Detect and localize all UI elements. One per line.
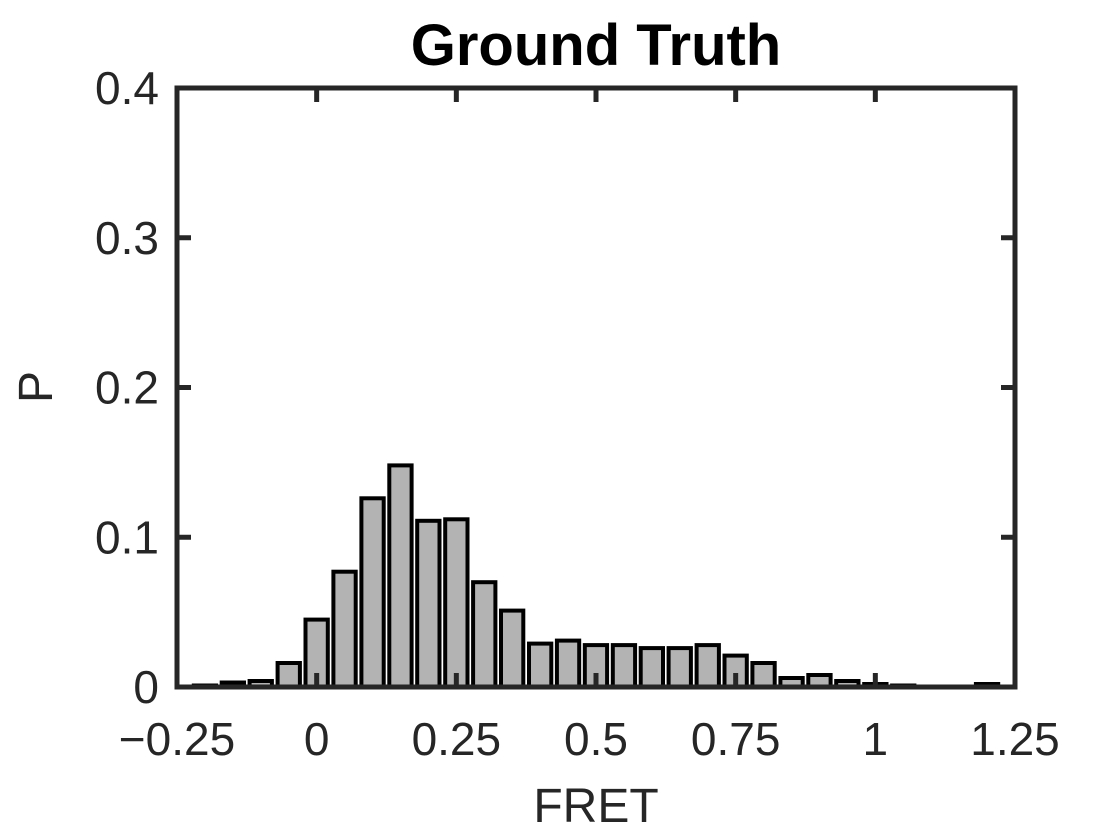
y-tick-label: 0.1 (95, 511, 159, 563)
bar (387, 463, 414, 689)
bar (359, 496, 386, 689)
bar (610, 643, 638, 689)
bar (331, 569, 358, 690)
x-tick-label: 1 (863, 713, 889, 765)
bar (415, 518, 442, 689)
bar (638, 646, 666, 689)
x-tick-label: 1.25 (970, 713, 1060, 765)
y-tick-label: 0.3 (95, 212, 159, 264)
x-tick-label: 0.25 (412, 713, 502, 765)
bar (471, 580, 498, 690)
bar (527, 641, 554, 689)
x-tick-label: 0.75 (691, 713, 781, 765)
y-tick-label: 0 (133, 661, 159, 713)
bar (275, 661, 302, 689)
y-tick-label: 0.4 (95, 62, 159, 114)
x-axis-label: FRET (533, 780, 658, 833)
y-axis-label: P (10, 371, 63, 403)
chart-title: Ground Truth (411, 13, 782, 78)
y-tick-label: 0.2 (95, 362, 159, 414)
ticks (174, 85, 1018, 690)
bar (499, 608, 526, 689)
x-tick-label: −0.25 (119, 713, 235, 765)
x-tick-label: 0.5 (564, 713, 628, 765)
axes-box (174, 85, 1018, 690)
x-tick-label: 0 (304, 713, 330, 765)
bar (443, 517, 470, 689)
bar (694, 643, 721, 689)
bar (750, 661, 777, 689)
bars (191, 463, 1001, 690)
bar (666, 646, 693, 689)
bar (554, 638, 582, 689)
